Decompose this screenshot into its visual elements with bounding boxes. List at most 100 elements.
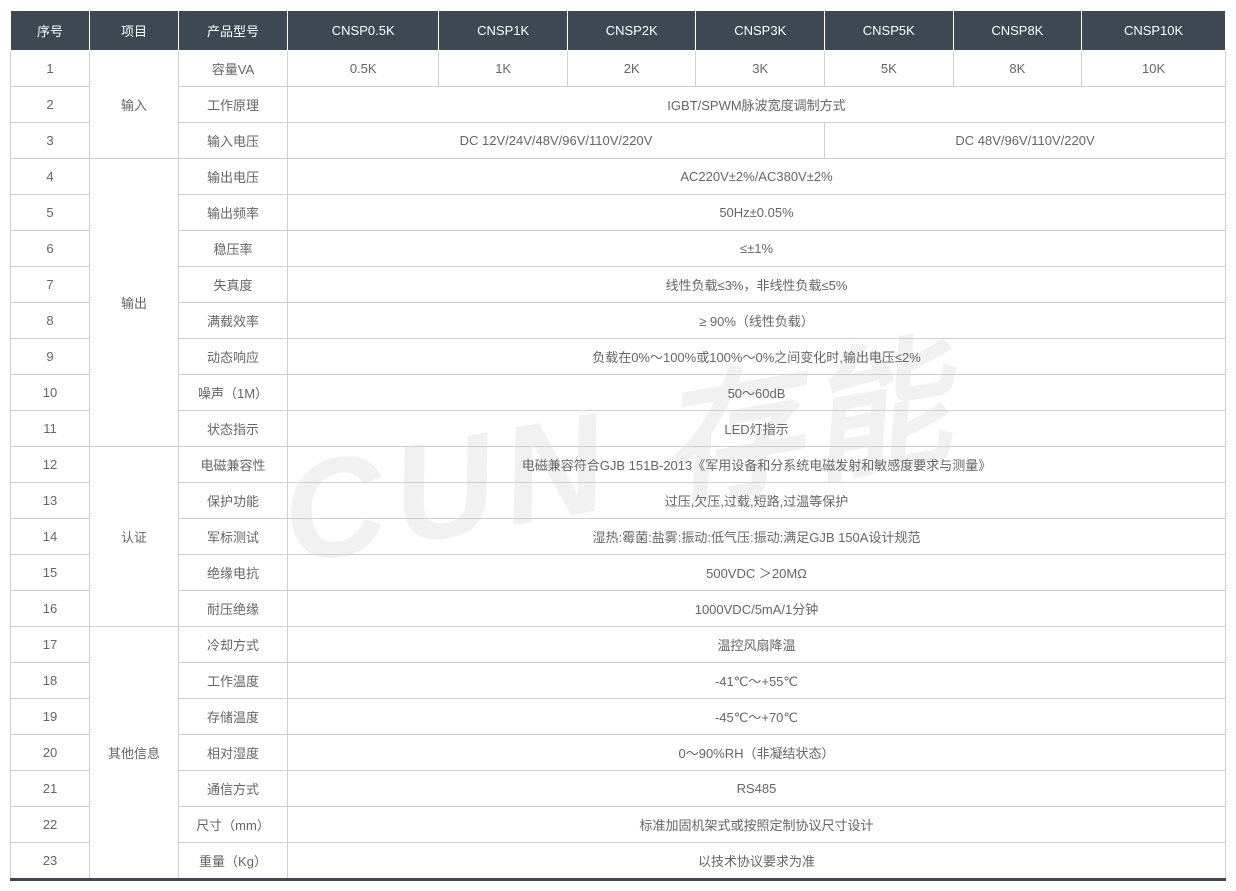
param-cell: 输出电压 [179,159,288,195]
table-row: 13保护功能过压,欠压,过载,短路,过温等保护 [11,483,1226,519]
value-cell-merged: LED灯指示 [288,411,1226,447]
value-cell: 5K [825,51,954,87]
value-cell-merged: 以技术协议要求为准 [288,843,1226,880]
table-row: 2工作原理IGBT/SPWM脉波宽度调制方式 [11,87,1226,123]
table-row: 1输入容量VA0.5K1K2K3K5K8K10K [11,51,1226,87]
seq-cell: 15 [11,555,90,591]
seq-cell: 22 [11,807,90,843]
table-row: 19 存储温度-45℃～+70℃ [11,699,1226,735]
value-cell-merged: ≥ 90%（线性负载） [288,303,1226,339]
param-cell: 稳压率 [179,231,288,267]
header-cell: 产品型号 [179,11,288,51]
table-row: 9动态响应负载在0%～100%或100%～0%之间变化时,输出电压≤2% [11,339,1226,375]
seq-cell: 11 [11,411,90,447]
table-row: 5 输出频率50Hz±0.05% [11,195,1226,231]
table-row: 14军标测试湿热:霉菌:盐雾:振动:低气压:振动:满足GJB 150A设计规范 [11,519,1226,555]
param-cell: 工作原理 [179,87,288,123]
header-cell: 序号 [11,11,90,51]
param-cell: 满载效率 [179,303,288,339]
param-cell: 通信方式 [179,771,288,807]
value-cell-merged: 标准加固机架式或按照定制协议尺寸设计 [288,807,1226,843]
header-cell: 项目 [90,11,179,51]
value-cell-merged: RS485 [288,771,1226,807]
table-row: 7失真度线性负载≤3%，非线性负载≤5% [11,267,1226,303]
param-cell: 电磁兼容性 [179,447,288,483]
value-cell-merged: 湿热:霉菌:盐雾:振动:低气压:振动:满足GJB 150A设计规范 [288,519,1226,555]
seq-cell: 3 [11,123,90,159]
param-cell: 噪声（1M） [179,375,288,411]
header-cell: CNSP8K [953,11,1082,51]
param-cell: 输入电压 [179,123,288,159]
seq-cell: 8 [11,303,90,339]
seq-cell: 6 [11,231,90,267]
table-row: 18 工作温度-41℃～+55℃ [11,663,1226,699]
header-cell: CNSP5K [825,11,954,51]
value-cell-split: DC 12V/24V/48V/96V/110V/220V [288,123,825,159]
group-cell: 其他信息 [90,627,179,880]
table-row: 12认证电磁兼容性电磁兼容符合GJB 151B-2013《军用设备和分系统电磁发… [11,447,1226,483]
value-cell-merged: 500VDC ＞20MΩ [288,555,1226,591]
header-cell: CNSP3K [696,11,825,51]
header-cell: CNSP0.5K [288,11,439,51]
value-cell-merged: 0～90%RH（非凝结状态） [288,735,1226,771]
table-row: 21 通信方式RS485 [11,771,1226,807]
table-row: 16 耐压绝缘1000VDC/5mA/1分钟 [11,591,1226,627]
value-cell-split: DC 48V/96V/110V/220V [825,123,1226,159]
param-cell: 重量（Kg） [179,843,288,880]
value-cell-merged: 线性负载≤3%，非线性负载≤5% [288,267,1226,303]
seq-cell: 20 [11,735,90,771]
value-cell: 2K [567,51,696,87]
group-cell: 认证 [90,447,179,627]
value-cell-merged: 50Hz±0.05% [288,195,1226,231]
table-row: 20 相对湿度0～90%RH（非凝结状态） [11,735,1226,771]
header-cell: CNSP1K [439,11,568,51]
table-row: 22尺寸（mm）标准加固机架式或按照定制协议尺寸设计 [11,807,1226,843]
value-cell: 1K [439,51,568,87]
spec-table: 序号项目产品型号CNSP0.5KCNSP1KCNSP2KCNSP3KCNSP5K… [10,10,1226,881]
param-cell: 工作温度 [179,663,288,699]
seq-cell: 14 [11,519,90,555]
header-cell: CNSP10K [1082,11,1226,51]
param-cell: 失真度 [179,267,288,303]
value-cell: 3K [696,51,825,87]
param-cell: 耐压绝缘 [179,591,288,627]
table-header-row: 序号项目产品型号CNSP0.5KCNSP1KCNSP2KCNSP3KCNSP5K… [11,11,1226,51]
seq-cell: 16 [11,591,90,627]
value-cell-merged: -41℃～+55℃ [288,663,1226,699]
seq-cell: 4 [11,159,90,195]
param-cell: 存储温度 [179,699,288,735]
param-cell: 状态指示 [179,411,288,447]
table-row: 23 重量（Kg）以技术协议要求为准 [11,843,1226,880]
seq-cell: 21 [11,771,90,807]
seq-cell: 19 [11,699,90,735]
seq-cell: 12 [11,447,90,483]
table-row: 4输出输出电压AC220V±2%/AC380V±2% [11,159,1226,195]
param-cell: 冷却方式 [179,627,288,663]
seq-cell: 18 [11,663,90,699]
param-cell: 容量VA [179,51,288,87]
value-cell: 10K [1082,51,1226,87]
table-row: 11 状态指示LED灯指示 [11,411,1226,447]
seq-cell: 5 [11,195,90,231]
seq-cell: 17 [11,627,90,663]
value-cell: 8K [953,51,1082,87]
value-cell-merged: 电磁兼容符合GJB 151B-2013《军用设备和分系统电磁发射和敏感度要求与测… [288,447,1226,483]
header-cell: CNSP2K [567,11,696,51]
seq-cell: 13 [11,483,90,519]
value-cell-merged: ≤±1% [288,231,1226,267]
table-row: 8 满载效率≥ 90%（线性负载） [11,303,1226,339]
value-cell-merged: 1000VDC/5mA/1分钟 [288,591,1226,627]
seq-cell: 23 [11,843,90,880]
param-cell: 输出频率 [179,195,288,231]
seq-cell: 9 [11,339,90,375]
group-cell: 输出 [90,159,179,447]
param-cell: 相对湿度 [179,735,288,771]
value-cell: 0.5K [288,51,439,87]
value-cell-merged: IGBT/SPWM脉波宽度调制方式 [288,87,1226,123]
value-cell-merged: AC220V±2%/AC380V±2% [288,159,1226,195]
value-cell-merged: -45℃～+70℃ [288,699,1226,735]
param-cell: 绝缘电抗 [179,555,288,591]
table-row: 3 输入电压DC 12V/24V/48V/96V/110V/220VDC 48V/… [11,123,1226,159]
table-row: 10噪声（1M）50～60dB [11,375,1226,411]
param-cell: 保护功能 [179,483,288,519]
